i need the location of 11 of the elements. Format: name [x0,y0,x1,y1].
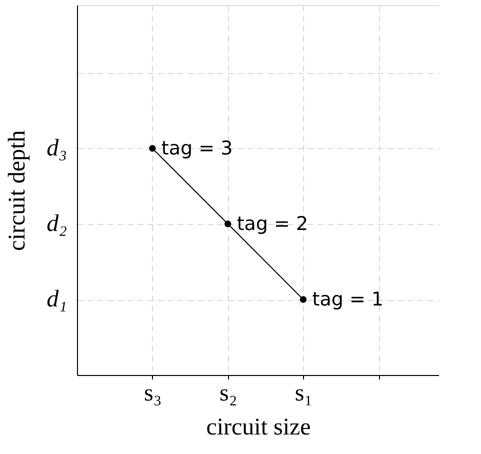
text: d₃ [46,135,67,162]
x-axis-title: circuit size [206,414,311,440]
x-tick-label: s₃ [144,380,162,406]
y-axis-title: circuit depth [4,130,30,251]
x-tick-label: s₁ [294,380,313,406]
annotation: tag = 3 [161,137,233,160]
text: d₁ [46,286,67,313]
annotation: tag = 1 [312,288,384,311]
text: d₂ [46,210,67,237]
x-tick-label: s₂ [219,380,238,406]
annotation: tag = 2 [236,212,308,235]
